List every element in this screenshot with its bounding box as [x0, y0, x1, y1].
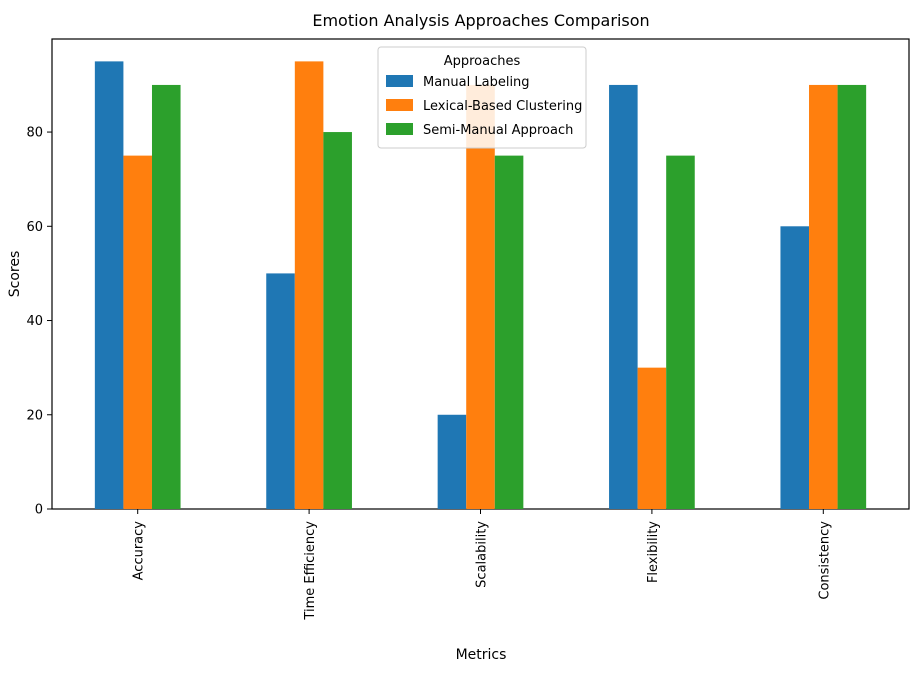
x-tick-label: Consistency	[817, 521, 832, 600]
bar	[151, 84, 181, 509]
y-tick-label: 60	[26, 220, 43, 235]
x-tick-label: Time Efficiency	[303, 521, 318, 621]
bar	[809, 84, 838, 509]
y-tick-label: 80	[26, 126, 43, 141]
legend: Approaches Manual Labeling Lexical-Based …	[377, 46, 587, 149]
legend-label: Lexical-Based Clustering	[423, 99, 582, 114]
bar	[780, 226, 810, 510]
legend-label: Manual Labeling	[423, 75, 530, 90]
bar	[323, 132, 352, 509]
bar	[637, 367, 667, 509]
x-axis-label: Metrics	[456, 647, 507, 663]
legend-frame	[377, 46, 587, 149]
y-tick-label: 40	[26, 314, 43, 329]
legend-title: Approaches	[444, 54, 521, 69]
bar	[266, 273, 295, 509]
y-axis: 0 20 40 60 80	[26, 126, 52, 518]
bar	[837, 84, 867, 509]
legend-label: Semi-Manual Approach	[423, 123, 573, 138]
x-axis: Accuracy Time Efficiency Scalability Flexib…	[132, 509, 832, 621]
legend-swatch	[386, 99, 413, 111]
bar	[123, 155, 152, 509]
bars-group	[94, 61, 867, 510]
y-tick-label: 20	[26, 408, 43, 423]
x-tick-label: Scalability	[475, 521, 490, 588]
x-tick-label: Flexibility	[646, 521, 661, 583]
chart-title: Emotion Analysis Approaches Comparison	[312, 11, 649, 30]
legend-items: Manual Labeling Lexical-Based Clustering S…	[386, 75, 582, 138]
bar	[437, 414, 467, 509]
legend-swatch	[386, 123, 413, 135]
bar	[609, 84, 638, 509]
bar	[294, 61, 324, 509]
bar	[666, 155, 695, 509]
y-axis-label: Scores	[7, 251, 23, 298]
bar	[466, 84, 495, 509]
bar	[94, 61, 124, 509]
x-tick-label: Accuracy	[132, 521, 147, 581]
legend-swatch	[386, 75, 413, 87]
y-tick-label: 0	[35, 503, 43, 518]
bar	[494, 155, 524, 509]
